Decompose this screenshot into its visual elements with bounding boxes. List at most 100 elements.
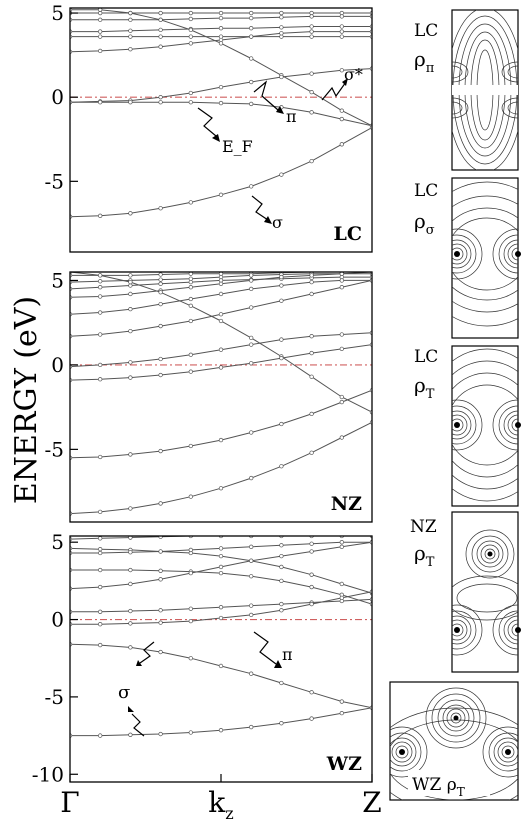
band-point — [218, 437, 224, 443]
band-point — [158, 277, 163, 282]
band-point — [188, 100, 193, 105]
band-point — [309, 374, 314, 379]
x-tick-label: Γ — [60, 786, 79, 819]
band-point — [98, 454, 103, 460]
band-point — [249, 603, 254, 608]
band-point — [249, 574, 254, 579]
y-tick-label: -10 — [32, 762, 64, 786]
band-line — [70, 127, 372, 218]
band-point — [98, 567, 103, 573]
band-point — [128, 47, 133, 52]
band-point — [158, 372, 163, 378]
band-point — [339, 34, 344, 39]
band-point — [218, 605, 224, 610]
band-point — [309, 291, 314, 297]
band-point — [98, 34, 103, 39]
band-point — [218, 192, 224, 197]
band-point — [98, 362, 103, 368]
band-point — [158, 568, 163, 573]
band-point — [249, 475, 254, 481]
svg-text:π: π — [286, 107, 297, 126]
band-point — [249, 724, 254, 730]
band-point — [188, 285, 193, 290]
band-point — [249, 184, 254, 189]
band-point — [279, 680, 284, 686]
band-point — [218, 318, 224, 324]
band-point — [249, 612, 254, 618]
band-point — [98, 285, 103, 290]
band-point — [158, 356, 163, 362]
side-label-top-3: LC — [414, 347, 438, 367]
band-point — [339, 285, 344, 290]
band-point — [128, 550, 133, 555]
x-tick-label: kz — [208, 786, 233, 823]
band-point — [249, 278, 254, 283]
panel-label: NZ — [331, 493, 362, 515]
band-point — [188, 279, 193, 285]
band-point — [98, 536, 103, 541]
y-tick-label: -5 — [45, 437, 64, 461]
y-tick-label: 5 — [51, 268, 64, 292]
svg-text:σ*: σ* — [344, 65, 363, 84]
annotation-sigma-star: σ* — [321, 65, 363, 101]
svg-text:σ: σ — [272, 213, 283, 232]
svg-text:E_F: E_F — [222, 137, 253, 156]
band-point — [339, 142, 344, 147]
band-point — [158, 281, 163, 286]
panel-frame — [69, 271, 373, 523]
band-point — [98, 48, 103, 54]
band-point — [98, 273, 103, 278]
band-point — [249, 26, 254, 31]
annotation-pi-wz: π — [253, 631, 293, 668]
annotation-pi-lc: π — [253, 80, 297, 126]
band-point — [309, 34, 314, 39]
band-panel-nz: 5 0 -5 NZ — [45, 268, 373, 523]
band-point — [98, 377, 103, 382]
band-point — [188, 10, 193, 16]
band-point — [218, 312, 224, 317]
band-point — [279, 543, 284, 548]
band-point — [218, 546, 224, 551]
band-point — [128, 621, 133, 626]
band-point — [309, 110, 314, 115]
band-point — [98, 213, 103, 218]
band-point — [98, 279, 103, 284]
band-point — [279, 464, 284, 469]
band-point — [279, 15, 284, 20]
band-point — [158, 649, 163, 655]
band-point — [158, 95, 163, 100]
band-point — [188, 369, 193, 374]
band-point — [218, 281, 224, 286]
band-point — [158, 448, 163, 454]
y-tick-label: 0 — [51, 608, 64, 632]
band-point — [218, 365, 224, 370]
annotation-fermi: E_F — [197, 107, 253, 156]
band-point — [188, 352, 193, 357]
band-point — [98, 547, 103, 552]
band-point — [279, 553, 284, 559]
density-map-nz-total — [451, 511, 521, 673]
band-point — [339, 272, 344, 276]
band-point — [188, 90, 193, 96]
panel-label: LC — [334, 223, 362, 245]
band-point — [128, 452, 133, 457]
band-point — [249, 286, 254, 292]
band-point — [309, 334, 314, 339]
band-point — [339, 699, 344, 704]
y-tick-label: 5 — [51, 530, 64, 554]
band-point — [188, 272, 193, 276]
side-label-rho-2: ρσ — [414, 209, 435, 238]
svg-text:π: π — [282, 645, 293, 664]
band-point — [158, 549, 163, 554]
side-label-rho-3: ρT — [414, 373, 435, 402]
band-point — [249, 544, 254, 549]
band-point — [249, 305, 254, 310]
band-point — [128, 273, 133, 278]
band-point — [98, 642, 103, 648]
band-point — [128, 328, 133, 334]
density-map-lc-sigma — [451, 177, 521, 339]
band-point — [98, 17, 103, 22]
band-point — [188, 200, 193, 205]
band-point — [128, 100, 133, 105]
